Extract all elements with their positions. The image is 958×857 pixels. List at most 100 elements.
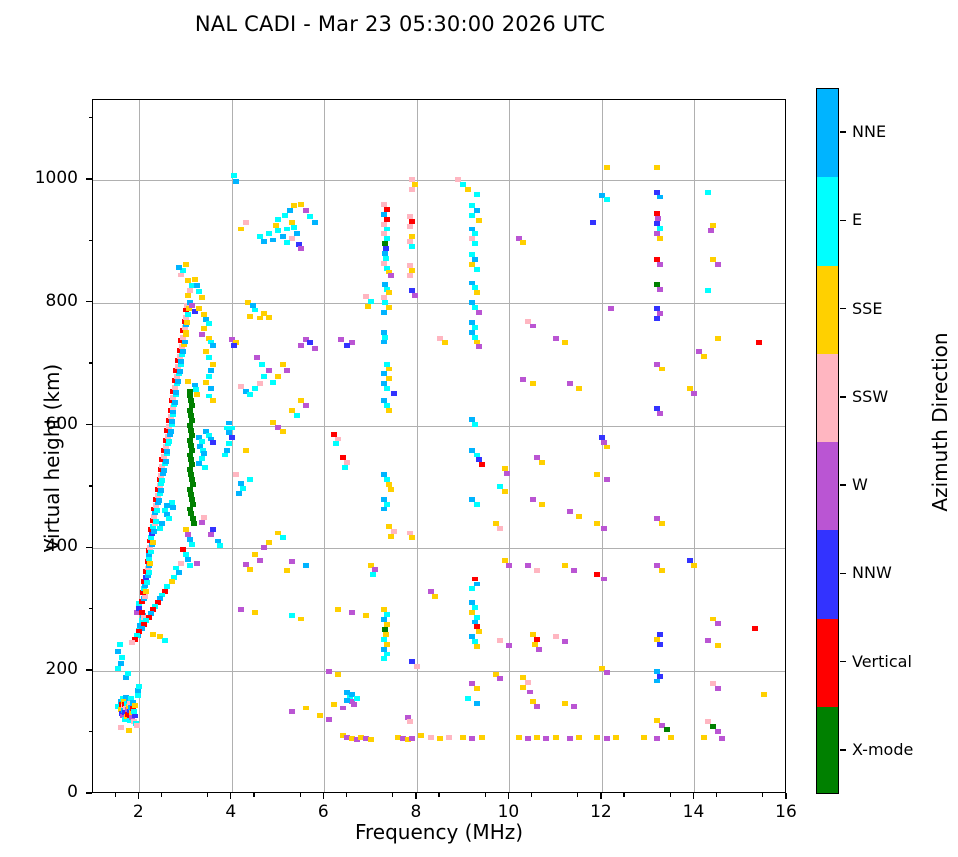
data-mark bbox=[231, 343, 238, 349]
data-mark bbox=[409, 233, 416, 239]
data-mark bbox=[144, 565, 151, 571]
data-mark bbox=[228, 337, 235, 342]
data-mark bbox=[191, 276, 198, 282]
data-mark bbox=[178, 344, 185, 350]
data-mark bbox=[120, 713, 127, 719]
data-mark bbox=[214, 538, 221, 544]
data-mark bbox=[205, 393, 212, 399]
data-mark bbox=[349, 692, 356, 697]
data-mark bbox=[700, 735, 707, 740]
data-mark bbox=[381, 636, 388, 642]
data-mark bbox=[207, 339, 214, 345]
data-mark bbox=[349, 736, 356, 742]
data-mark bbox=[471, 334, 478, 340]
data-mark bbox=[427, 735, 434, 740]
data-mark bbox=[409, 177, 416, 183]
data-mark bbox=[157, 488, 164, 494]
data-mark bbox=[381, 339, 388, 345]
data-mark bbox=[177, 359, 184, 365]
data-mark bbox=[307, 214, 314, 220]
data-mark bbox=[184, 532, 191, 538]
gridline-horizontal bbox=[93, 179, 785, 181]
data-mark bbox=[205, 373, 212, 379]
colorbar-segment-vertical bbox=[817, 618, 838, 707]
data-mark bbox=[238, 226, 245, 232]
data-mark bbox=[552, 634, 559, 640]
data-mark bbox=[279, 233, 286, 239]
data-mark bbox=[571, 567, 578, 573]
data-mark bbox=[175, 378, 182, 384]
data-mark bbox=[189, 303, 196, 309]
data-mark bbox=[471, 324, 478, 330]
data-mark bbox=[156, 483, 163, 489]
data-mark bbox=[501, 558, 508, 564]
data-mark bbox=[346, 694, 353, 700]
y-tick bbox=[86, 669, 92, 671]
data-mark bbox=[130, 700, 137, 705]
data-mark bbox=[469, 329, 476, 335]
data-mark bbox=[169, 404, 176, 410]
x-tick bbox=[137, 793, 139, 799]
data-mark bbox=[714, 262, 721, 268]
data-mark bbox=[188, 511, 195, 517]
data-mark bbox=[476, 457, 483, 463]
x-tick-minor bbox=[762, 793, 764, 797]
data-mark bbox=[455, 177, 462, 183]
y-tick-minor bbox=[88, 239, 92, 241]
data-mark bbox=[529, 323, 536, 329]
data-mark bbox=[474, 267, 480, 272]
data-mark bbox=[122, 694, 129, 700]
data-mark bbox=[207, 386, 214, 392]
data-mark bbox=[316, 712, 323, 718]
data-mark bbox=[330, 432, 337, 438]
data-mark bbox=[709, 223, 716, 229]
data-mark bbox=[337, 337, 344, 342]
data-mark bbox=[247, 566, 254, 572]
data-mark bbox=[383, 631, 390, 637]
data-mark bbox=[335, 436, 342, 442]
data-mark bbox=[194, 561, 201, 567]
data-mark bbox=[497, 676, 504, 681]
data-mark bbox=[382, 626, 389, 632]
data-mark bbox=[362, 294, 369, 299]
data-mark bbox=[427, 588, 434, 594]
data-mark bbox=[168, 419, 175, 425]
data-mark bbox=[192, 387, 199, 393]
data-mark bbox=[612, 735, 619, 740]
data-mark bbox=[189, 482, 196, 487]
data-mark bbox=[258, 361, 265, 367]
data-mark bbox=[265, 231, 272, 237]
data-mark bbox=[170, 394, 177, 400]
data-mark bbox=[367, 563, 374, 568]
data-mark bbox=[571, 704, 578, 710]
data-mark bbox=[251, 552, 258, 557]
data-mark bbox=[404, 737, 411, 743]
data-mark bbox=[386, 376, 393, 382]
data-mark bbox=[471, 639, 478, 645]
data-mark bbox=[411, 292, 418, 298]
data-mark bbox=[527, 689, 534, 695]
data-mark bbox=[538, 501, 545, 507]
data-mark bbox=[187, 506, 194, 512]
data-mark bbox=[471, 576, 478, 582]
data-mark bbox=[185, 312, 192, 318]
data-mark bbox=[411, 182, 418, 188]
data-mark bbox=[659, 521, 666, 527]
data-mark bbox=[136, 601, 143, 607]
data-mark bbox=[381, 646, 388, 652]
data-mark bbox=[261, 373, 268, 379]
data-mark bbox=[115, 649, 122, 654]
data-mark bbox=[203, 349, 210, 355]
data-mark bbox=[275, 373, 282, 379]
gridline-horizontal bbox=[93, 671, 785, 673]
data-mark bbox=[497, 638, 504, 643]
x-tick bbox=[322, 793, 325, 799]
data-mark bbox=[474, 685, 480, 691]
y-tick-label: 200 bbox=[45, 659, 78, 680]
data-mark bbox=[256, 558, 263, 564]
data-mark bbox=[353, 696, 360, 702]
data-mark bbox=[188, 491, 195, 497]
data-mark bbox=[121, 716, 128, 722]
data-mark bbox=[524, 563, 531, 568]
data-mark bbox=[180, 341, 187, 347]
